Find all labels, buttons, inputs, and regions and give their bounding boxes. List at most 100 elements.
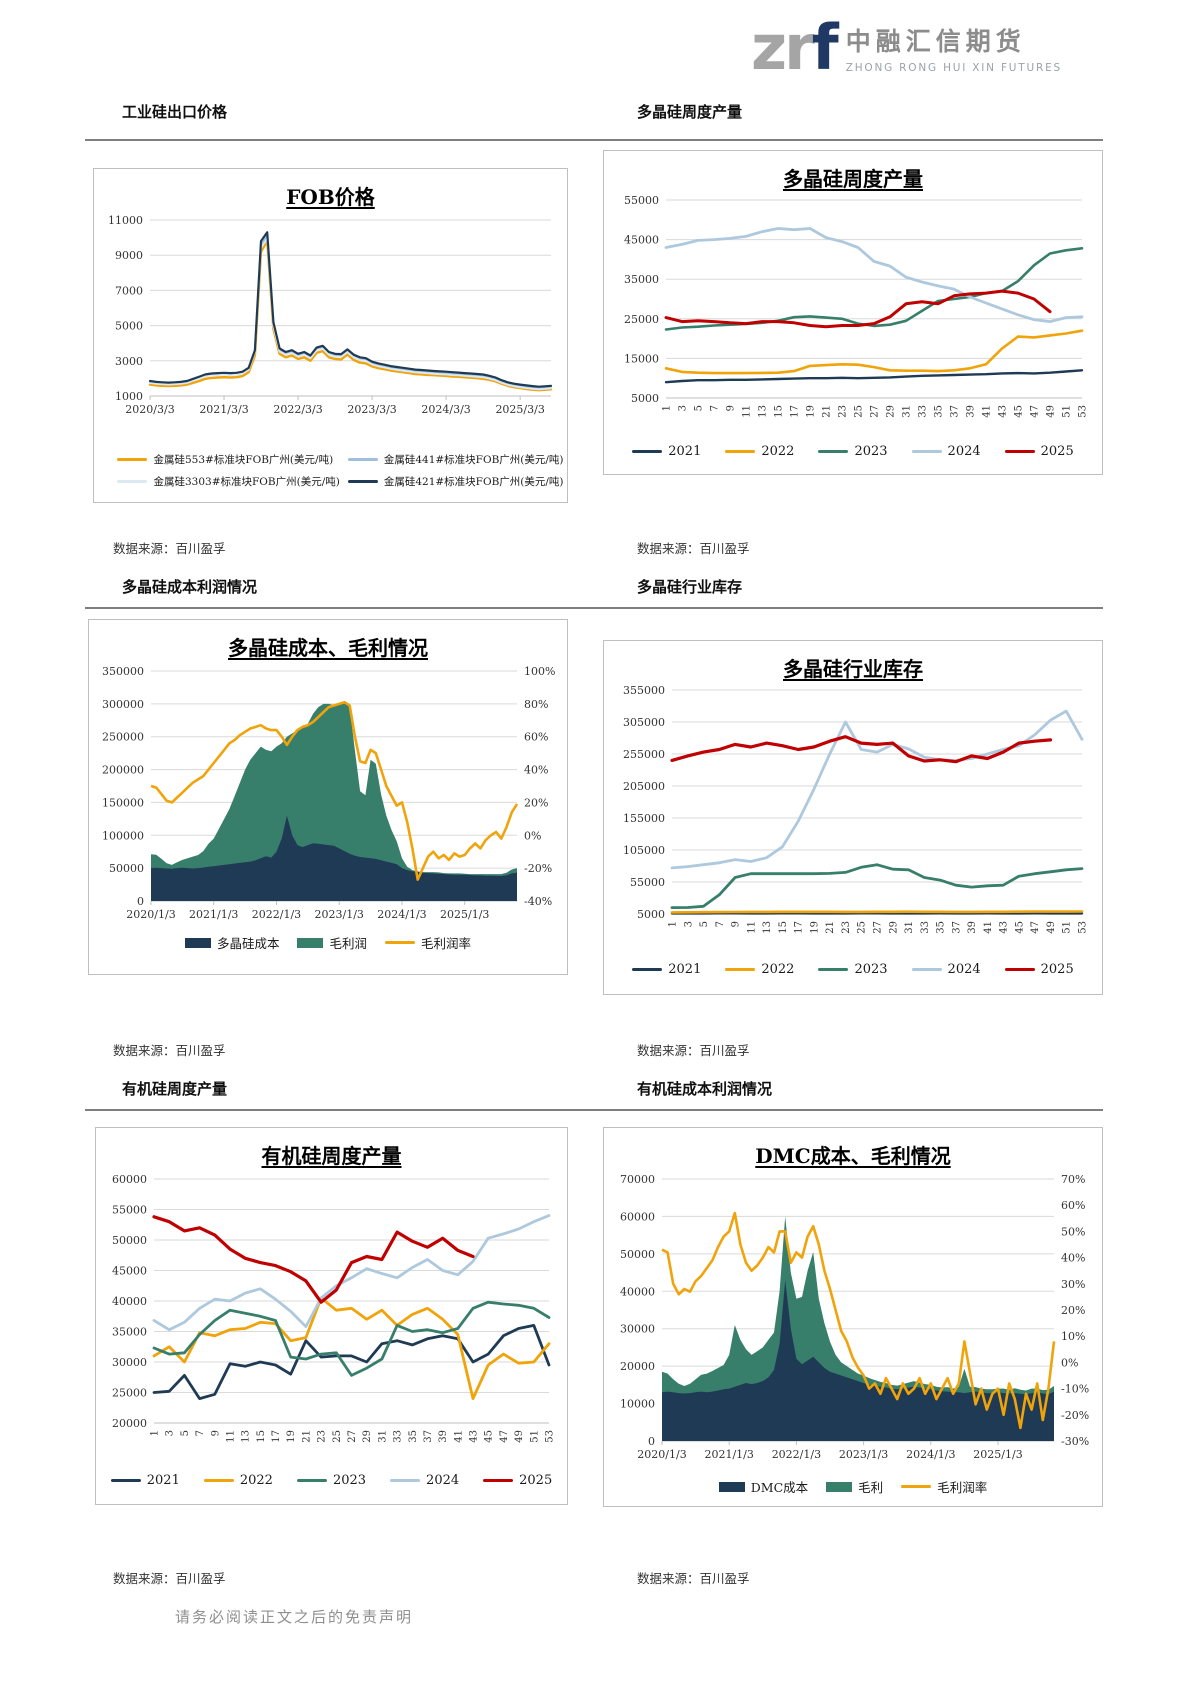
chart-title-fob-price: FOB价格 [286,185,375,209]
svg-text:35000: 35000 [624,273,659,286]
chart-card-silicone-weekly-output: 有机硅周度产量 20000 25000 30000 35000 40000 45000 50… [95,1127,568,1505]
section-heading-polysilicon-cost-profit: 多晶硅成本利润情况 [122,578,258,596]
svg-text:10%: 10% [1061,1330,1085,1343]
data-source-note: 数据来源：百川盈孚 [113,1571,226,1586]
svg-text:25: 25 [854,405,865,418]
data-source-note: 数据来源：百川盈孚 [637,1043,750,1058]
legend-item: 2024 [911,962,981,977]
svg-text:1: 1 [150,1430,161,1436]
svg-text:15: 15 [256,1430,267,1443]
legend-item: 毛利润 [297,933,367,952]
polysilicon-cost-profit-chart: 0 50000 100000 150000 200000 250000 300000 3500… [102,665,555,921]
svg-text:155000: 155000 [623,812,665,825]
svg-text:13: 13 [762,921,773,934]
legend-swatch [110,1478,141,1483]
svg-text:7: 7 [195,1430,206,1436]
svg-text:20%: 20% [524,796,548,809]
svg-text:45: 45 [1014,405,1025,418]
legend-label: 多晶硅成本 [216,936,280,951]
svg-text:31: 31 [902,405,913,418]
svg-text:0%: 0% [1061,1356,1078,1369]
svg-text:2020/1/3: 2020/1/3 [126,908,175,921]
svg-text:60%: 60% [1061,1199,1085,1212]
svg-text:40000: 40000 [112,1295,147,1308]
svg-text:150000: 150000 [102,796,144,809]
legend-item: DMC成本 [718,1477,809,1496]
legend-item: 2024 [911,444,981,459]
svg-text:5: 5 [180,1430,191,1436]
legend-item: 毛利润率 [385,933,471,952]
legend-swatch [390,1478,421,1483]
svg-text:19: 19 [809,921,820,934]
svg-text:2024/1/3: 2024/1/3 [906,1448,955,1461]
svg-text:60000: 60000 [112,1173,147,1186]
svg-text:15000: 15000 [624,352,659,365]
legend-item: 2022 [203,1473,273,1488]
legend-swatch [901,1484,932,1489]
svg-text:29: 29 [886,405,897,418]
svg-text:51: 51 [529,1430,540,1443]
svg-text:70000: 70000 [620,1173,655,1186]
dmc-cost-profit-legend: DMC成本 毛利 毛利润率 [604,1477,1102,1496]
svg-text:3: 3 [165,1430,176,1436]
svg-text:1: 1 [662,405,673,411]
svg-text:15: 15 [778,921,789,934]
svg-text:29: 29 [362,1430,373,1443]
legend-swatch [347,479,378,484]
svg-text:5000: 5000 [637,908,665,921]
svg-text:17: 17 [271,1430,282,1443]
svg-text:39: 39 [966,405,977,418]
svg-text:2020/3/3: 2020/3/3 [125,403,174,416]
legend-item: 金属硅441#标准块FOB广州(美元/吨) [347,452,564,467]
svg-text:49: 49 [1046,405,1057,418]
svg-text:40%: 40% [524,764,548,777]
svg-text:37: 37 [423,1430,434,1443]
legend-label: 2024 [947,444,981,459]
svg-text:47: 47 [1030,921,1041,934]
svg-text:350000: 350000 [102,665,144,678]
legend-swatch [725,967,756,972]
legend-swatch [347,457,378,462]
svg-text:11: 11 [746,921,757,934]
svg-text:30000: 30000 [112,1356,147,1369]
svg-text:30%: 30% [1061,1278,1085,1291]
svg-text:41: 41 [982,405,993,418]
legend-swatch [1004,967,1035,972]
svg-text:7: 7 [710,405,721,411]
legend-label: 2021 [668,962,702,977]
svg-text:10000: 10000 [620,1398,655,1411]
legend-label: 金属硅421#标准块FOB广州(美元/吨) [383,476,564,488]
legend-item: 毛利 [826,1477,883,1496]
svg-text:19: 19 [286,1430,297,1443]
svg-text:80%: 80% [524,698,548,711]
svg-text:13: 13 [758,405,769,418]
legend-swatch [718,1481,745,1492]
svg-text:51: 51 [1062,921,1073,934]
svg-text:49: 49 [1046,921,1057,934]
chart-title-polysilicon-inventory: 多晶硅行业库存 [783,657,923,681]
svg-text:51: 51 [1062,405,1073,418]
svg-text:25: 25 [332,1430,343,1443]
logo-wordmark: zrf [751,17,839,79]
svg-text:27: 27 [873,921,884,934]
svg-text:41: 41 [453,1430,464,1443]
legend-label: DMC成本 [750,1480,809,1495]
svg-text:205000: 205000 [623,780,665,793]
legend-item: 2023 [818,962,888,977]
svg-text:2022/3/3: 2022/3/3 [273,403,322,416]
chart-title-silicone-weekly-output: 有机硅周度产量 [261,1144,402,1168]
svg-text:39: 39 [438,1430,449,1443]
svg-text:13: 13 [241,1430,252,1443]
svg-text:7000: 7000 [115,284,143,297]
svg-text:20%: 20% [1061,1304,1085,1317]
section-heading-silicone-weekly-output: 有机硅周度产量 [122,1080,228,1098]
data-source-note: 数据来源：百川盈孚 [113,541,226,556]
legend-label: 毛利润率 [937,1480,988,1495]
svg-text:9: 9 [731,921,742,927]
legend-item: 2021 [110,1473,180,1488]
svg-text:37: 37 [950,405,961,418]
svg-text:49: 49 [514,1430,525,1443]
svg-text:43: 43 [469,1430,480,1443]
section-divider [85,139,1103,141]
svg-text:23: 23 [317,1430,328,1443]
